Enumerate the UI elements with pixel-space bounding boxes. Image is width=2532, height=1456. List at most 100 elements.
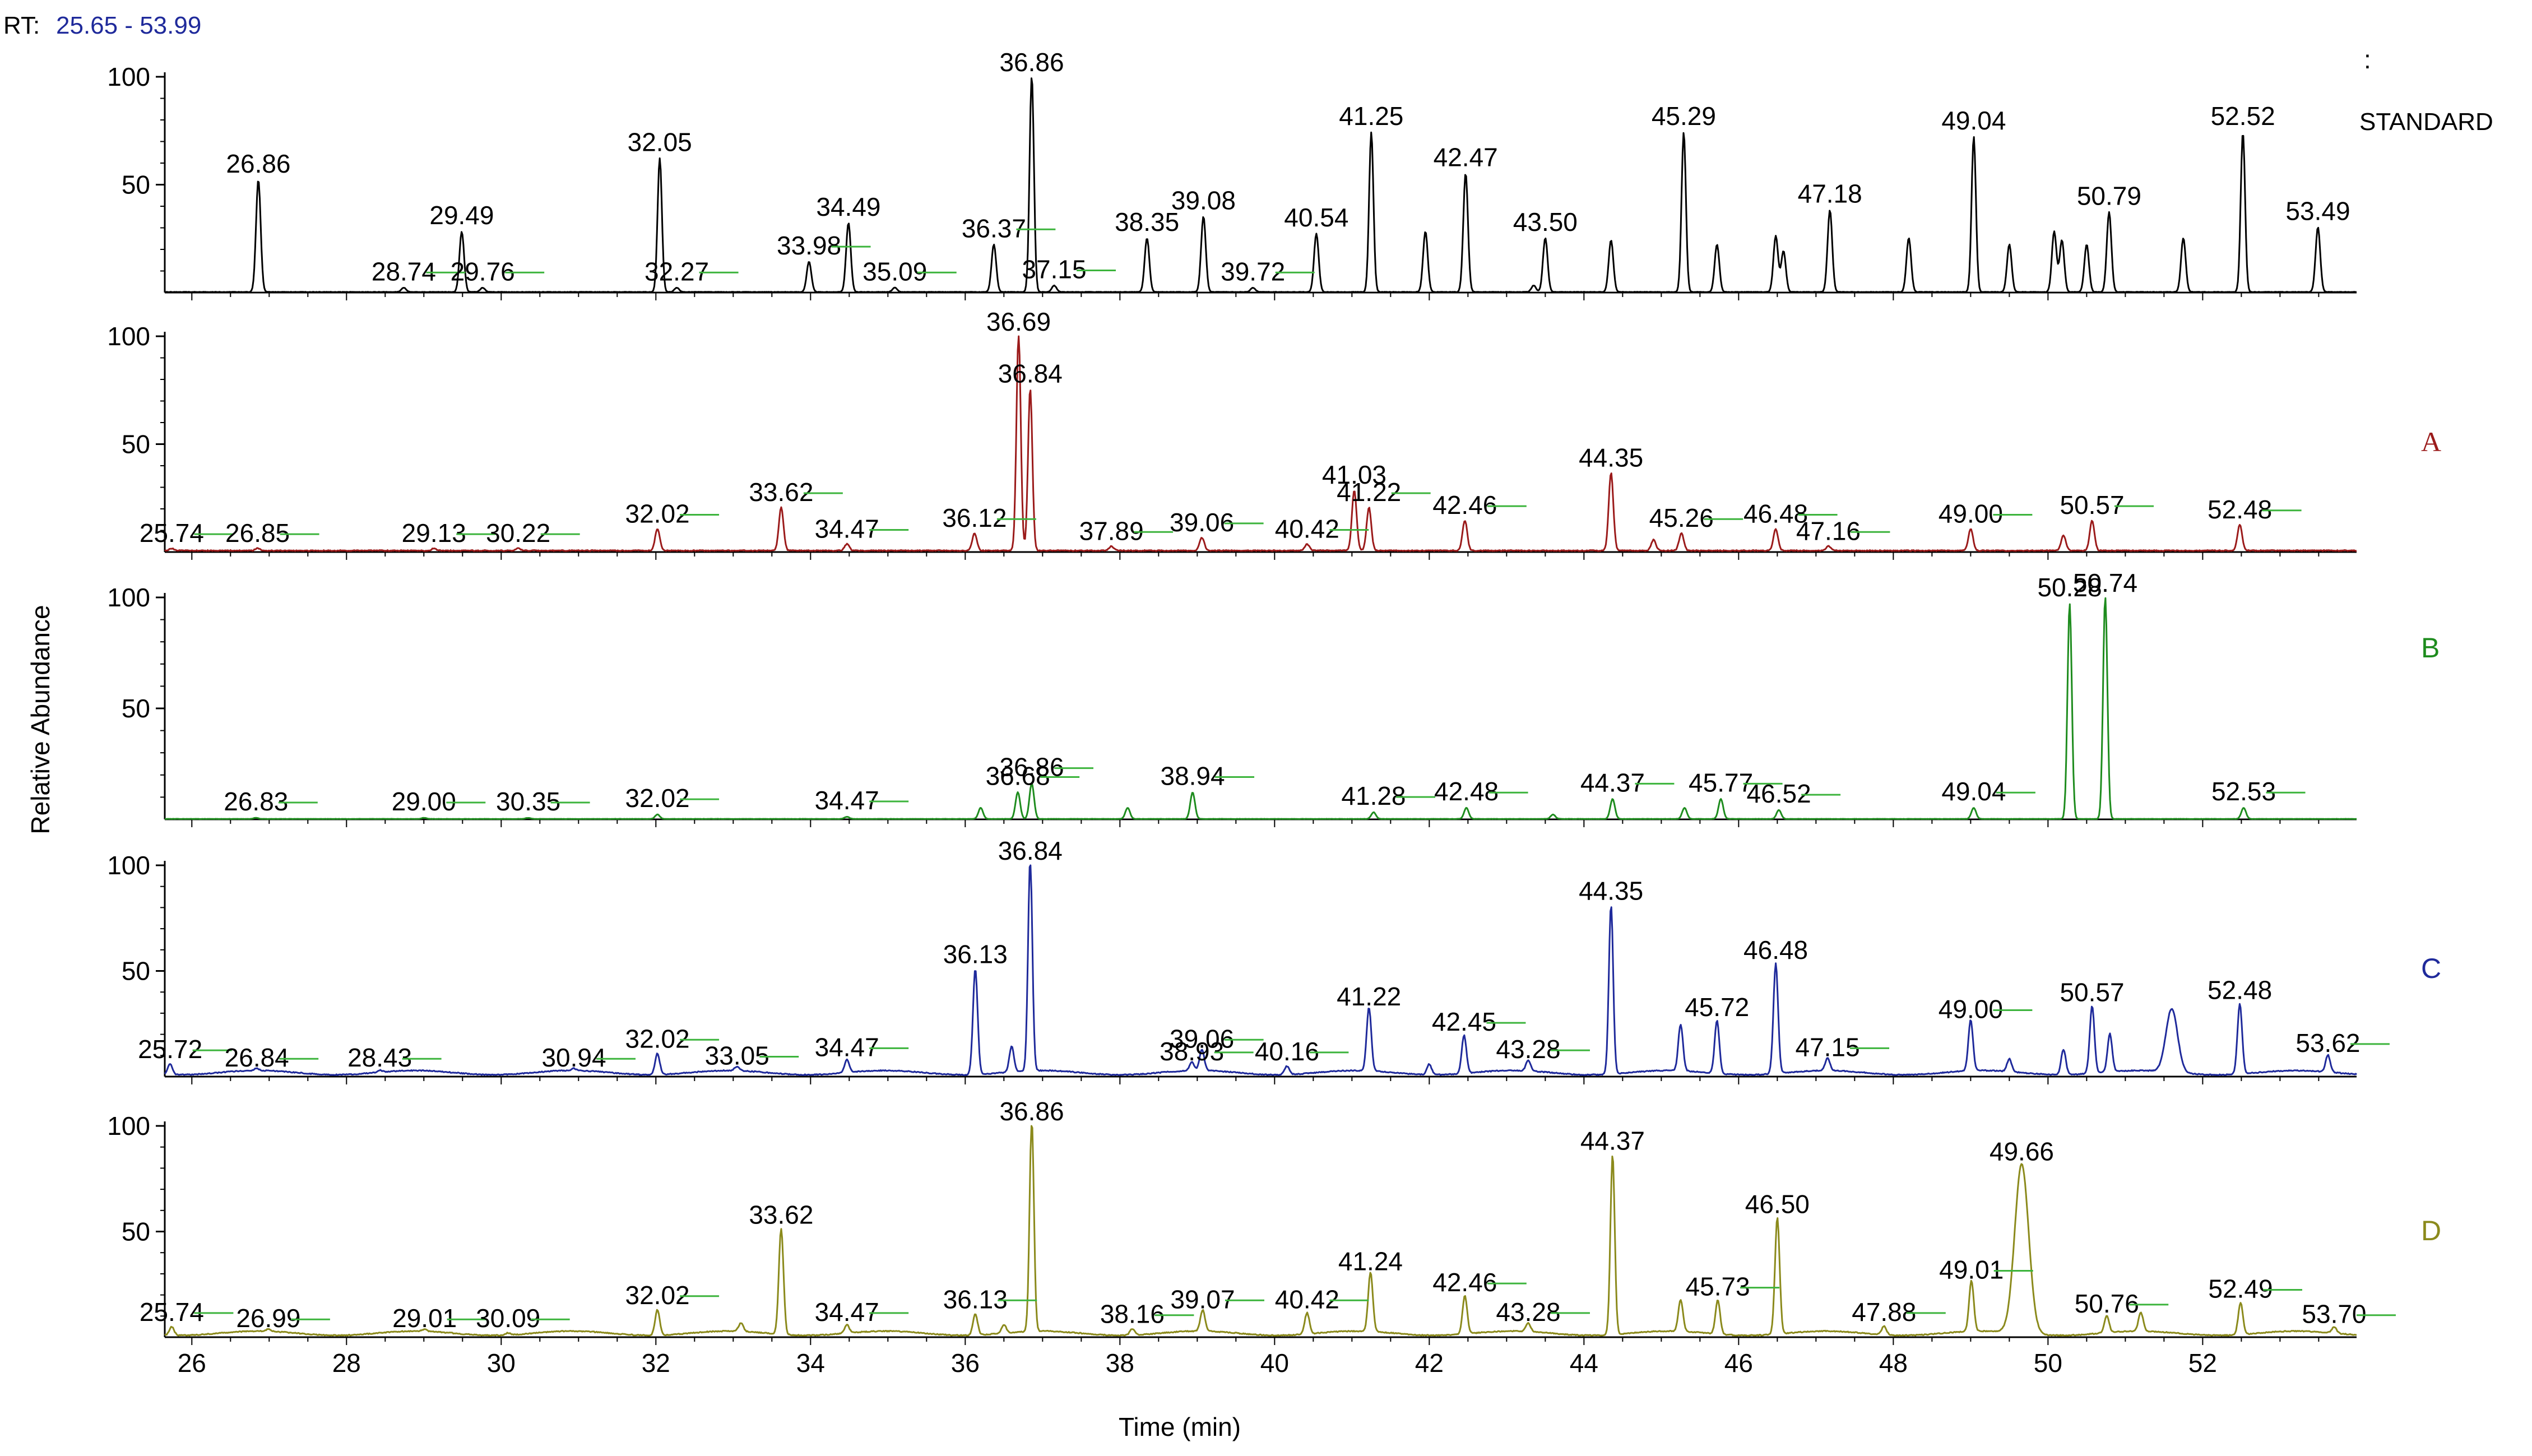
peak-label: 50.79 [2077, 182, 2141, 211]
peak-label: 47.88 [1852, 1297, 1916, 1327]
peak-label: 33.05 [705, 1041, 769, 1070]
peak-label: 52.49 [2208, 1274, 2273, 1303]
chromatogram-panels: 100 50 26.86 28.74 29.49 29.76 32.05 32.27 33.98… [107, 45, 2493, 1378]
peak-label: 26.99 [236, 1304, 300, 1333]
peak-label: 39.06 [1170, 1024, 1234, 1053]
x-tick-label: 48 [1879, 1348, 1908, 1378]
peak-label: 47.15 [1795, 1032, 1859, 1061]
peak-label: 34.47 [815, 514, 879, 543]
peak-label: 45.29 [1652, 101, 1716, 131]
rt-label: RT: [3, 12, 40, 39]
peak-label: 41.24 [1338, 1246, 1403, 1276]
series-label-b: B [2421, 632, 2440, 664]
peak-label: 50.74 [2073, 568, 2137, 597]
peak-label: 42.46 [1432, 1268, 1497, 1297]
series-label-c: C [2421, 953, 2441, 984]
x-tick-label: 34 [796, 1348, 825, 1378]
series-prefix: : [2364, 45, 2371, 74]
peak-label: 29.49 [429, 201, 494, 230]
peak-label: 36.86 [999, 1097, 1064, 1126]
peak-label: 32.05 [628, 127, 692, 156]
peak-label: 29.76 [451, 257, 515, 286]
peak-label: 49.00 [1939, 499, 2003, 528]
peak-label: 34.47 [815, 786, 879, 815]
peak-label: 29.01 [392, 1304, 457, 1333]
peak-label: 39.07 [1170, 1285, 1235, 1314]
peak-label: 52.52 [2211, 101, 2275, 131]
peak-label: 49.01 [1939, 1255, 2004, 1285]
peak-label: 43.28 [1496, 1297, 1560, 1327]
peak-label: 41.28 [1341, 781, 1406, 810]
peak-label: 49.66 [1990, 1137, 2054, 1166]
peak-label: 25.72 [138, 1035, 202, 1064]
trace-c [164, 864, 2358, 1076]
peak-label: 33.62 [749, 1200, 813, 1230]
peak-label: 41.22 [1337, 982, 1401, 1011]
peak-label: 53.70 [2302, 1300, 2366, 1329]
peak-label: 38.16 [1100, 1300, 1165, 1329]
peak-label: 40.42 [1275, 514, 1339, 543]
peak-label: 43.50 [1513, 207, 1578, 237]
x-axis-title: Time (min) [1119, 1412, 1241, 1441]
x-tick-label: 50 [2034, 1348, 2062, 1378]
panel-d: 100 50 25.74 26.99 29.01 30.09 32.02 33.62 34.47… [107, 1097, 2441, 1345]
peak-label: 44.37 [1580, 768, 1645, 797]
peak-label: 42.46 [1432, 490, 1497, 520]
peak-label: 30.94 [541, 1043, 606, 1072]
peak-label: 41.03 [1322, 460, 1386, 489]
y-tick-label: 50 [122, 170, 150, 200]
peak-label: 32.27 [644, 257, 709, 286]
peak-label: 30.35 [496, 787, 560, 816]
series-label-standard: STANDARD [2359, 108, 2493, 136]
y-tick-label: 100 [107, 322, 150, 351]
peak-label: 32.02 [625, 783, 690, 813]
peak-label: 33.62 [749, 477, 813, 507]
peak-label: 28.74 [372, 257, 436, 286]
y-tick-label: 50 [122, 1217, 150, 1246]
peak-label: 52.48 [2208, 495, 2272, 524]
peak-label: 26.86 [226, 149, 290, 178]
peak-label: 36.84 [998, 836, 1063, 865]
y-tick-label: 50 [122, 957, 150, 986]
peak-label: 40.42 [1275, 1285, 1339, 1314]
x-tick-label: 44 [1570, 1348, 1598, 1378]
trace-d [164, 1125, 2357, 1337]
peak-label: 52.48 [2208, 976, 2272, 1005]
x-tick-label: 36 [951, 1348, 980, 1378]
peak-label: 36.12 [942, 503, 1007, 532]
peak-label: 29.13 [402, 518, 466, 548]
peak-label: 39.72 [1221, 257, 1285, 286]
panel-b: 100 50 26.83 29.00 30.35 32.02 34.47 36.6836.86… [107, 568, 2440, 827]
peak-label: 42.48 [1434, 777, 1499, 806]
peak-label: 41.25 [1339, 101, 1403, 131]
peak-label: 26.83 [224, 787, 288, 816]
x-tick-label: 30 [487, 1348, 516, 1378]
peak-label: 43.28 [1496, 1035, 1560, 1064]
trace-standard [164, 77, 2357, 293]
peak-label: 28.43 [347, 1043, 412, 1072]
peak-label: 37.15 [1022, 254, 1086, 284]
peak-label: 49.04 [1941, 106, 2006, 135]
peak-label: 45.77 [1689, 768, 1753, 797]
peak-label: 34.49 [816, 192, 880, 221]
y-tick-label: 50 [122, 430, 150, 459]
x-tick-label: 40 [1260, 1348, 1289, 1378]
peak-label: 35.09 [862, 257, 927, 286]
peak-label: 41.22 [1337, 477, 1401, 507]
peak-label: 53.62 [2296, 1028, 2360, 1058]
x-tick-label: 32 [642, 1348, 670, 1378]
x-tick-label: 42 [1415, 1348, 1444, 1378]
peak-label: 50.57 [2060, 490, 2124, 520]
trace-b [164, 597, 2357, 820]
peak-label: 46.48 [1743, 935, 1808, 965]
trace-a [164, 335, 2357, 552]
peak-label: 50.28 [2037, 573, 2102, 602]
peak-label: 45.73 [1686, 1272, 1750, 1301]
peak-label: 39.08 [1171, 186, 1236, 215]
peak-label: 40.54 [1284, 203, 1348, 232]
peak-label: 36.86 [999, 48, 1064, 77]
y-axis-title: Relative Abundance [26, 605, 55, 834]
peak-label: 26.85 [225, 518, 290, 548]
peak-label: 44.35 [1579, 443, 1643, 472]
